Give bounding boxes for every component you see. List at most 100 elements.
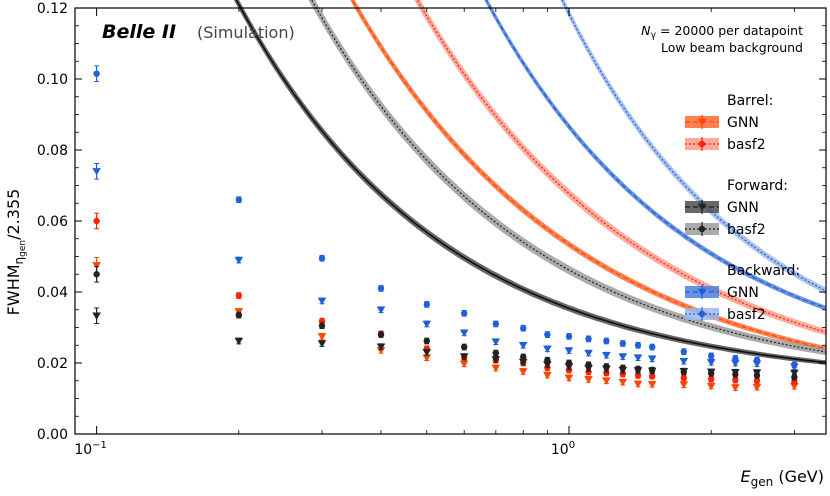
legend-swatch-marker [698,310,706,318]
point-forward-gnn [317,340,327,348]
point-barrel-basf2 [732,376,739,384]
point-barrel-basf2 [634,372,642,379]
point-barrel-gnn [422,354,432,362]
point-forward-basf2 [753,372,761,379]
point-barrel-gnn [564,374,574,382]
point-backward-gnn [564,347,574,355]
point-backward-basf2 [235,196,243,203]
point-backward-gnn [376,306,386,314]
point-barrel-gnn [317,333,327,341]
point-backward-basf2 [619,340,627,347]
point-barrel-gnn [518,368,528,376]
point-forward-basf2 [648,366,656,374]
point-forward-gnn [234,337,244,346]
point-forward-gnn [790,369,799,378]
point-barrel-gnn [543,371,552,380]
point-barrel-gnn [633,380,643,389]
branding: Belle II (Simulation) [102,21,295,43]
ylabel-gen: gen [18,240,28,257]
point-forward-gnn [518,358,528,367]
legend-swatch-marker [697,203,707,212]
point-barrel-gnn [647,381,657,389]
point-backward-gnn [584,349,593,358]
ylabel-main: FWHM [4,264,23,315]
x-tick-exp: 0 [569,440,575,451]
point-backward-basf2 [732,355,739,362]
point-backward-gnn [679,358,689,366]
y-tick-label: 0.00 [37,427,68,443]
point-forward-basf2 [619,364,627,372]
note-line-2: Low beam background [661,40,803,55]
point-backward-basf2 [520,325,527,332]
point-backward-basf2 [791,361,798,368]
point-backward-basf2 [634,342,642,349]
point-barrel-gnn [92,262,101,270]
point-backward-basf2 [603,337,610,345]
x-tick-base: 10 [551,442,569,458]
legend-group-title: Backward: [727,263,800,279]
point-backward-gnn [459,329,469,337]
point-backward-basf2 [544,331,551,338]
fit-barrel-gnn [351,0,827,350]
point-backward-gnn [92,168,101,176]
y-axis-label: FWHMηgen/2.355 [4,189,28,316]
x-tick-label: 10−1 [74,440,107,458]
legend-entry-label: GNN [727,285,759,301]
fit-forward-basf2 [311,0,827,353]
data-points [92,65,799,392]
ylabel-eta: η [12,257,26,265]
annotation-note: Nγ = 20000 per datapoint Low beam backgr… [641,23,803,55]
y-tick-label: 0.12 [37,1,68,17]
y-axis-title: FWHMηgen/2.355 [4,189,28,316]
legend-entry-label: basf2 [727,137,766,153]
point-barrel-gnn [584,376,593,384]
point-backward-basf2 [707,352,715,360]
point-backward-basf2 [318,255,326,262]
point-forward-basf2 [544,356,551,364]
point-barrel-gnn [731,384,740,392]
x-axis-label: Egen (GeV) [741,467,824,489]
fit-backward-gnn [485,0,827,309]
point-backward-basf2 [680,348,687,355]
point-barrel-basf2 [93,217,100,225]
legend-swatch-marker [698,140,706,148]
y-tick-label: 0.10 [37,72,68,88]
point-forward-basf2 [680,368,687,376]
point-backward-gnn [602,351,611,360]
y-tick-label: 0.06 [37,214,68,230]
point-forward-basf2 [520,353,527,361]
x-tick-base: 10 [74,442,92,458]
point-backward-gnn [518,342,528,350]
point-forward-basf2 [585,361,592,368]
point-forward-basf2 [634,365,642,373]
legend-entry-label: GNN [727,200,759,216]
note-line-1-text: = 20000 per datapoint [656,23,803,38]
point-backward-gnn [317,297,327,305]
point-forward-basf2 [235,311,243,319]
x-tick-label: 100 [551,440,575,458]
legend-entry-label: basf2 [727,222,766,238]
point-barrel-basf2 [707,375,715,383]
legend-entry-label: basf2 [727,307,766,323]
legend-entry-label: GNN [727,115,759,131]
point-barrel-gnn [491,364,501,373]
point-forward-basf2 [492,349,500,357]
x-axis-title: Egen (GeV) [741,467,824,489]
point-barrel-gnn [679,381,689,389]
point-forward-basf2 [732,371,739,378]
note-n-symbol: N [641,23,651,38]
point-forward-basf2 [423,337,430,345]
point-backward-basf2 [648,343,656,351]
point-barrel-gnn [602,377,611,385]
legend-group-title: Barrel: [727,93,773,109]
point-backward-basf2 [585,335,592,343]
point-forward-basf2 [565,359,573,367]
point-forward-basf2 [377,331,385,338]
point-backward-basf2 [492,320,500,328]
note-gamma-sub: γ [650,30,656,41]
point-backward-gnn [422,320,432,329]
fit-forward-gnn-solid [235,0,827,364]
point-backward-basf2 [423,301,430,308]
